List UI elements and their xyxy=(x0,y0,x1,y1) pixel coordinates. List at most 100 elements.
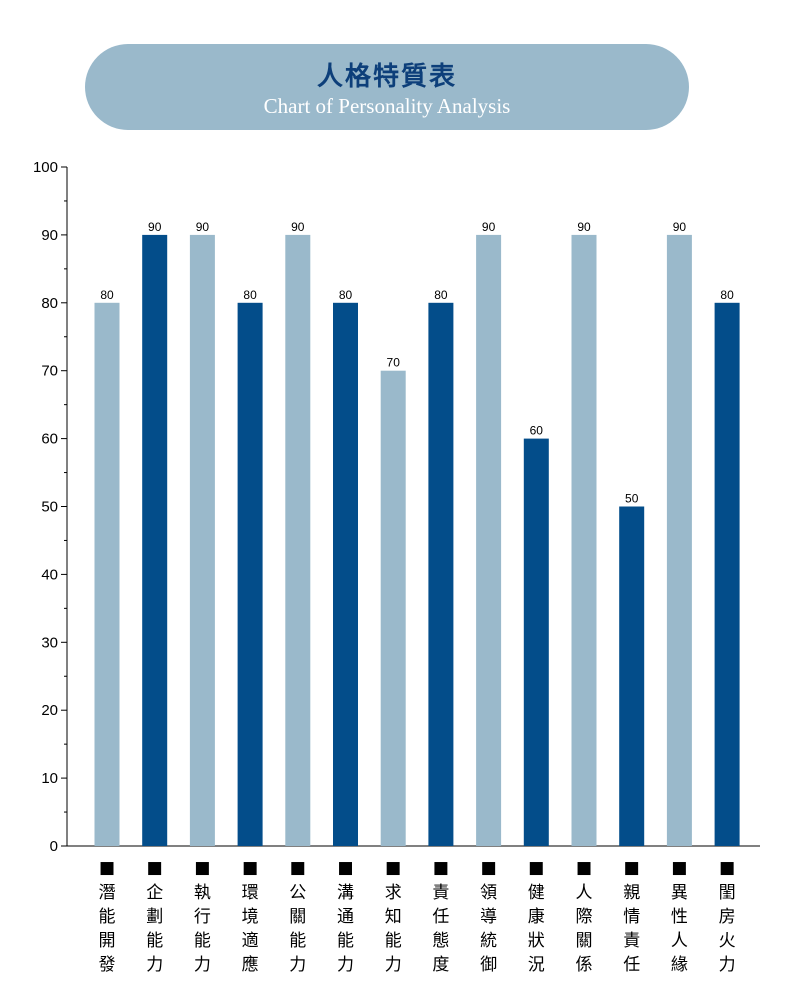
bar xyxy=(619,506,645,846)
bar-value-label: 50 xyxy=(625,492,639,506)
category-label-char: 際 xyxy=(576,907,593,927)
category-label-char: 企 xyxy=(146,883,163,903)
y-tick-label: 60 xyxy=(41,431,58,448)
bar-value-label: 80 xyxy=(434,288,448,302)
category-marker: ■ xyxy=(194,858,210,878)
bar xyxy=(142,234,168,846)
category-label-char: 導 xyxy=(480,907,497,927)
category-label-char: 關 xyxy=(289,907,306,927)
category-marker: ■ xyxy=(576,858,592,878)
category-label-char: 任 xyxy=(623,955,640,975)
category-marker: ■ xyxy=(385,858,401,878)
category-label-char: 房 xyxy=(719,907,736,927)
category-label-char: 公 xyxy=(289,883,306,903)
category-label-char: 環 xyxy=(242,883,259,903)
category-label-char: 御 xyxy=(480,955,497,975)
bar-value-label: 90 xyxy=(482,220,496,234)
y-tick-label: 10 xyxy=(41,770,58,787)
y-tick-label: 70 xyxy=(41,363,58,380)
category-label-char: 力 xyxy=(719,955,736,975)
category-label-char: 閨 xyxy=(719,883,736,903)
bar xyxy=(333,302,358,846)
category-label-char: 力 xyxy=(289,955,306,975)
chart-title-banner: 人格特質表 Chart of Personality Analysis xyxy=(85,44,689,130)
category-marker: ■ xyxy=(337,858,353,878)
category-label-char: 力 xyxy=(385,955,402,975)
category-label-char: 力 xyxy=(146,955,163,975)
bar-value-label: 90 xyxy=(291,220,305,234)
y-tick-label: 20 xyxy=(41,702,58,719)
category-marker: ■ xyxy=(624,858,640,878)
category-label-char: 任 xyxy=(432,907,449,927)
category-label-char: 劃 xyxy=(146,907,163,927)
bar xyxy=(428,302,454,846)
bar xyxy=(714,302,740,846)
chart-title-chinese: 人格特質表 xyxy=(316,62,457,92)
category-marker: ■ xyxy=(528,858,544,878)
category-label-char: 親 xyxy=(623,883,640,903)
category-label-char: 行 xyxy=(194,907,211,927)
category-label-char: 情 xyxy=(623,907,640,927)
category-label-char: 能 xyxy=(146,931,163,951)
category-label-char: 通 xyxy=(337,907,354,927)
bar-value-label: 90 xyxy=(577,220,591,234)
category-label-char: 係 xyxy=(576,955,593,975)
bar-value-label: 90 xyxy=(673,220,687,234)
y-tick-label: 90 xyxy=(41,227,58,244)
y-tick-label: 50 xyxy=(41,499,58,516)
category-label-char: 發 xyxy=(99,955,116,975)
category-label-char: 況 xyxy=(528,955,545,975)
category-label-char: 責 xyxy=(623,931,640,951)
category-marker: ■ xyxy=(481,858,497,878)
y-tick-label: 40 xyxy=(41,566,58,583)
category-marker: ■ xyxy=(99,858,115,878)
category-label-char: 康 xyxy=(528,907,545,927)
bar-value-label: 90 xyxy=(148,220,162,234)
bar xyxy=(94,302,120,846)
category-label-char: 狀 xyxy=(528,931,545,951)
category-label-char: 執 xyxy=(194,883,211,903)
category-label-char: 溝 xyxy=(337,883,354,903)
category-label-char: 知 xyxy=(385,907,402,927)
bar xyxy=(523,438,549,846)
bar-value-label: 60 xyxy=(530,424,544,438)
category-label-char: 力 xyxy=(194,955,211,975)
category-label-char: 責 xyxy=(432,883,449,903)
category-label-char: 求 xyxy=(385,883,402,903)
category-label-char: 緣 xyxy=(671,955,688,975)
category-marker: ■ xyxy=(719,858,735,878)
bar xyxy=(666,234,692,846)
category-label-char: 火 xyxy=(719,931,736,951)
category-label-char: 度 xyxy=(432,955,449,975)
y-tick-label: 80 xyxy=(41,295,58,312)
category-label-char: 人 xyxy=(671,931,688,951)
category-marker: ■ xyxy=(242,858,258,878)
bar xyxy=(189,234,215,846)
bar xyxy=(285,234,311,846)
bar-value-label: 80 xyxy=(720,288,734,302)
category-marker: ■ xyxy=(671,858,687,878)
bar-value-label: 80 xyxy=(339,288,353,302)
category-label-char: 領 xyxy=(480,883,497,903)
bar xyxy=(237,302,263,846)
category-label-char: 能 xyxy=(194,931,211,951)
bar xyxy=(476,234,502,846)
category-label-char: 統 xyxy=(480,931,497,951)
bar-value-label: 70 xyxy=(387,356,401,370)
category-label-char: 能 xyxy=(289,931,306,951)
bar xyxy=(571,234,597,846)
bar xyxy=(380,370,406,846)
category-label-char: 人 xyxy=(576,883,593,903)
category-label-char: 健 xyxy=(528,883,545,903)
category-label-char: 開 xyxy=(99,931,116,951)
category-label-char: 性 xyxy=(671,907,688,927)
category-label-char: 異 xyxy=(671,883,688,903)
bar-value-label: 80 xyxy=(243,288,257,302)
chart-title-english: Chart of Personality Analysis xyxy=(263,94,511,118)
category-marker: ■ xyxy=(147,858,163,878)
bar-value-label: 90 xyxy=(196,220,210,234)
category-label-char: 能 xyxy=(99,907,116,927)
category-label-char: 適 xyxy=(242,931,259,951)
category-label-char: 態 xyxy=(432,931,449,951)
